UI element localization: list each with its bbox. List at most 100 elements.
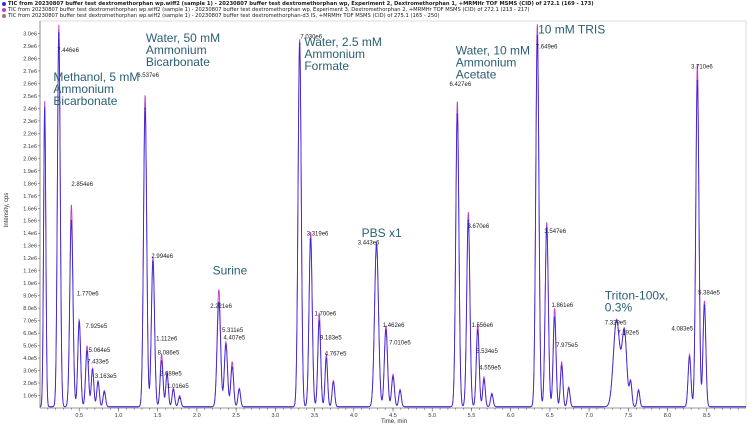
peak-apex-point [688, 357, 691, 359]
legend-text-trace-1: TIC from 20230807 buffer test dextrometh… [8, 1, 594, 7]
trace-dextromethorphan-1 [39, 32, 746, 408]
peak-intensity-label: 6.427e6 [449, 82, 471, 88]
peak-intensity-label: 7.975e5 [556, 343, 578, 349]
trace-3-color-swatch [2, 14, 6, 18]
peak-apex-point [160, 360, 163, 363]
peak-intensity-label: 3.670e6 [468, 224, 490, 230]
buffer-label-line: Bicarbonate [53, 94, 117, 108]
x-tick-label: 1.5 [154, 413, 162, 419]
y-tick-label: 1.1e6 [23, 269, 37, 275]
peak-apex-point [456, 113, 459, 116]
buffer-label-line: Methanol, 5 mM [53, 70, 139, 84]
peak-intensity-label: 7.925e5 [85, 324, 107, 330]
peak-apex-point [91, 369, 94, 372]
legend-row-trace-3[interactable]: TIC from 20230807 buffer test dextrometh… [2, 13, 748, 19]
y-tick-label: 1.3e6 [23, 244, 37, 250]
peak-apex-point [86, 350, 88, 353]
peak-apex-point [231, 367, 234, 369]
peak-intensity-label: 1.700e6 [315, 312, 337, 318]
peak-apex-point [703, 304, 706, 307]
trace-1-color-swatch [2, 2, 6, 6]
peak-intensity-label: 9.183e5 [320, 335, 342, 341]
peak-apex-point [144, 107, 147, 110]
x-tick-label: 4.5 [389, 413, 397, 419]
buffer-condition-label: PBS x1 [362, 226, 402, 240]
buffer-condition-label: Water, 50 mM Ammonium Bicarbonate [146, 31, 220, 69]
peak-apex-point [545, 227, 548, 230]
y-tick-label: 2.2e6 [23, 131, 37, 137]
legend-text-trace-2: TIC from 20230807 buffer test dextrometh… [8, 7, 530, 13]
peak-intensity-label: 1.556e6 [471, 323, 493, 329]
peak-apex-point [309, 238, 312, 241]
peak-intensity-label: 5.534e5 [476, 349, 498, 355]
y-tick-label: 2.3e6 [23, 119, 37, 125]
peak-apex-point [166, 374, 168, 377]
peak-intensity-label: 7.446e6 [57, 48, 79, 54]
y-tick-label: 2.4e6 [23, 106, 37, 112]
buffer-label-line: Ammonium [53, 82, 114, 96]
legend-row-trace-1[interactable]: TIC from 20230807 buffer test dextrometh… [2, 1, 748, 7]
peak-apex-point [623, 333, 626, 336]
buffer-label-line: Ammonium [304, 47, 365, 61]
buffer-label-line: Formate [304, 59, 349, 73]
peak-apex-point [225, 344, 227, 347]
peak-intensity-label: 3.163e5 [95, 374, 117, 380]
y-tick-label: 1.0e5 [23, 394, 37, 400]
peak-apex-point [217, 302, 220, 305]
peak-apex-point [298, 42, 301, 45]
y-tick-label: 4.0e5 [23, 356, 37, 362]
peak-intensity-label: 1.770e6 [77, 292, 99, 298]
x-tick-label: 8.5 [703, 413, 711, 419]
x-tick-label: 3.5 [311, 413, 319, 419]
y-axis: 1.0e5 2.0e5 3.0e5 4.0e5 5.0e5 6.0e5 7.0e5 8.0e5… [23, 21, 41, 408]
buffer-condition-label: Surine [213, 263, 248, 277]
peak-labels: 7.446e6 2.854e6 1.770e6 7.925e5 5.064e5 7.433… [57, 32, 721, 399]
peak-intensity-label: 7.192e5 [617, 330, 639, 336]
peak-intensity-label: 7.433e5 [87, 360, 109, 366]
y-tick-label: 2.0e6 [23, 156, 37, 162]
peak-intensity-label: 2.221e6 [210, 304, 232, 310]
y-tick-label: 6.0e5 [23, 331, 37, 337]
y-tick-label: 1.2e6 [23, 256, 37, 262]
x-tick-label: 7.0 [585, 413, 593, 419]
y-tick-label: 3.0e5 [23, 369, 37, 375]
peak-intensity-label: 1.016e5 [167, 384, 189, 390]
peak-intensity-label: 7.329e5 [605, 320, 627, 326]
y-tick-label: 1.0e6 [23, 281, 37, 287]
peak-intensity-label: 2.689e5 [160, 372, 182, 378]
peak-intensity-label: 4.083e5 [671, 327, 693, 333]
segment-labels: Methanol, 5 mM Ammonium BicarbonateWater, … [53, 22, 668, 314]
peak-apex-point [553, 317, 556, 320]
peak-intensity-label: 3.319e6 [307, 232, 329, 238]
legend-text-trace-3: TIC from 20230807 buffer test dextrometh… [8, 13, 440, 19]
buffer-label-line: 0.3% [605, 300, 633, 314]
peak-apex-point [97, 382, 99, 384]
peak-apex-point [375, 244, 378, 247]
peak-intensity-label: 5.064e5 [89, 348, 111, 354]
x-axis-title: Time, min [381, 419, 407, 425]
peak-apex-point [57, 32, 60, 35]
y-tick-label: 1.5e6 [23, 219, 37, 225]
y-tick-label: 2.0e5 [23, 381, 37, 387]
peak-apex-point [392, 377, 394, 379]
peak-intensity-label: 4.559e5 [479, 365, 501, 371]
peak-intensity-label: 3.547e6 [544, 229, 566, 235]
x-tick-label: 3.0 [272, 413, 280, 419]
y-axis-title: Intensity, cps [4, 193, 10, 228]
peak-apex-point [615, 320, 618, 323]
y-tick-label: 2.7e6 [23, 69, 37, 75]
peak-intensity-label: 1.112e6 [156, 337, 178, 343]
peak-intensity-label: 7.649e6 [536, 44, 558, 50]
y-tick-label: 7.0e5 [23, 319, 37, 325]
buffer-label-line: 10 mM TRIS [538, 22, 605, 36]
peak-apex-point [103, 392, 106, 394]
x-tick-label: 8.0 [664, 413, 672, 419]
legend-row-trace-2[interactable]: TIC from 20230807 buffer test dextrometh… [2, 7, 748, 13]
buffer-label-line: Triton-100x, [605, 288, 669, 302]
buffer-condition-label: Water, 2.5 mM Ammonium Formate [304, 35, 382, 73]
trace-legend: TIC from 20230807 buffer test dextrometh… [2, 1, 748, 19]
x-tick-label: 6.0 [507, 413, 515, 419]
buffer-label-line: Water, 50 mM [146, 31, 220, 45]
x-tick-label: 0.5 [75, 413, 83, 419]
